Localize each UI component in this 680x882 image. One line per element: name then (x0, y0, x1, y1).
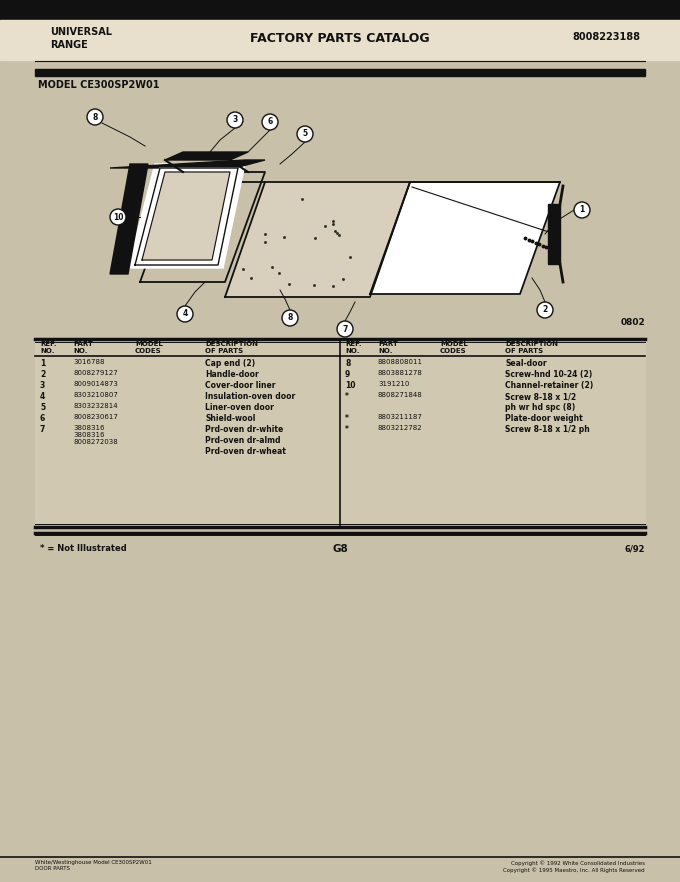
Text: 8: 8 (345, 359, 350, 368)
Text: Shield-wool: Shield-wool (205, 414, 256, 423)
Text: 4: 4 (182, 310, 188, 318)
Polygon shape (110, 160, 265, 168)
Text: Cap end (2): Cap end (2) (205, 359, 255, 368)
Circle shape (537, 302, 553, 318)
Text: 9: 9 (345, 370, 350, 379)
Text: DESCRIPTION
OF PARTS: DESCRIPTION OF PARTS (205, 341, 258, 354)
Text: 8803212782: 8803212782 (378, 425, 423, 431)
Text: UNIVERSAL
RANGE: UNIVERSAL RANGE (50, 27, 112, 50)
Text: 7: 7 (40, 425, 46, 434)
Text: White/Westinghouse Model CE300SP2W01
DOOR PARTS: White/Westinghouse Model CE300SP2W01 DOO… (35, 860, 152, 871)
Text: 8803881278: 8803881278 (378, 370, 423, 376)
Text: 10: 10 (345, 381, 356, 390)
Circle shape (227, 112, 243, 128)
Polygon shape (140, 172, 265, 282)
Text: Plate-door weight: Plate-door weight (505, 414, 583, 423)
Text: * = Not Illustrated: * = Not Illustrated (40, 544, 126, 553)
Text: 3: 3 (40, 381, 46, 390)
Text: MODEL
CODES: MODEL CODES (135, 341, 163, 354)
Text: 8: 8 (92, 113, 98, 122)
Text: Copyright © 1992 White Consolidated Industries
Copyright © 1995 Maestro, Inc. Al: Copyright © 1992 White Consolidated Indu… (503, 860, 645, 872)
Text: Prd-oven dr-white
Prd-oven dr-almd
Prd-oven dr-wheat: Prd-oven dr-white Prd-oven dr-almd Prd-o… (205, 425, 286, 455)
Text: 5: 5 (303, 130, 307, 138)
Text: Insulation-oven door: Insulation-oven door (205, 392, 295, 401)
Circle shape (87, 109, 103, 125)
Text: 6/92: 6/92 (624, 544, 645, 553)
Text: 1: 1 (40, 359, 46, 368)
Text: 8008230617: 8008230617 (73, 414, 118, 420)
Polygon shape (370, 182, 560, 294)
Text: *: * (345, 414, 349, 423)
Text: 6: 6 (40, 414, 46, 423)
Text: 3: 3 (233, 116, 237, 124)
Text: *: * (345, 392, 349, 401)
Circle shape (110, 209, 126, 225)
Text: MODEL CE300SP2W01: MODEL CE300SP2W01 (38, 80, 160, 90)
Text: 3191210: 3191210 (378, 381, 409, 387)
Text: DESCRIPTION
OF PARTS: DESCRIPTION OF PARTS (505, 341, 558, 354)
Text: Screw 8-18 x 1/2 ph: Screw 8-18 x 1/2 ph (505, 425, 590, 434)
Text: 8303232814: 8303232814 (73, 403, 118, 409)
Text: Screw-hnd 10-24 (2): Screw-hnd 10-24 (2) (505, 370, 592, 379)
Text: 1: 1 (579, 206, 585, 214)
Circle shape (297, 126, 313, 142)
Text: 8808271848: 8808271848 (378, 392, 423, 398)
Text: Cover-door liner: Cover-door liner (205, 381, 275, 390)
Text: Channel-retainer (2): Channel-retainer (2) (505, 381, 593, 390)
Polygon shape (128, 164, 245, 268)
Text: G8: G8 (332, 544, 348, 554)
Bar (35, 339, 645, 527)
Text: 8008279127: 8008279127 (73, 370, 118, 376)
Text: Handle-door: Handle-door (205, 370, 259, 379)
Text: 3016788: 3016788 (73, 359, 105, 365)
Circle shape (177, 306, 193, 322)
Circle shape (282, 310, 298, 326)
Polygon shape (142, 172, 230, 260)
Polygon shape (225, 182, 410, 297)
Text: 8008223188: 8008223188 (572, 32, 640, 42)
Text: 7: 7 (342, 325, 347, 333)
Text: 6: 6 (267, 117, 273, 126)
Text: PART
NO.: PART NO. (73, 341, 93, 354)
Text: 2: 2 (543, 305, 547, 315)
Text: 3808316
3808316
8008272038: 3808316 3808316 8008272038 (73, 425, 118, 445)
Text: 5: 5 (40, 403, 45, 412)
Circle shape (262, 114, 278, 130)
Text: 4: 4 (40, 392, 46, 401)
Bar (0, 20, 680, 60)
Bar (548, 204, 560, 264)
Text: 10: 10 (113, 213, 123, 221)
Bar (35, 69, 645, 76)
Circle shape (574, 202, 590, 218)
Circle shape (337, 321, 353, 337)
Text: *: * (345, 425, 349, 434)
Text: 8: 8 (288, 313, 292, 323)
Text: 8009014873: 8009014873 (73, 381, 118, 387)
Text: MODEL
CODES: MODEL CODES (440, 341, 468, 354)
Text: 8303210807: 8303210807 (73, 392, 118, 398)
Text: REF.
NO.: REF. NO. (40, 341, 56, 354)
Text: REF.
NO.: REF. NO. (345, 341, 362, 354)
Text: 2: 2 (40, 370, 46, 379)
Text: FACTORY PARTS CATALOG: FACTORY PARTS CATALOG (250, 32, 430, 45)
Text: Liner-oven door: Liner-oven door (205, 403, 274, 412)
Text: 8803211187: 8803211187 (378, 414, 423, 420)
Bar (0, 0, 680, 20)
Polygon shape (135, 168, 238, 265)
Text: Screw 8-18 x 1/2
ph wr hd spc (8): Screw 8-18 x 1/2 ph wr hd spc (8) (505, 392, 576, 412)
Polygon shape (110, 164, 148, 274)
Text: Seal-door: Seal-door (505, 359, 547, 368)
Text: 8808808011: 8808808011 (378, 359, 423, 365)
Text: PART
NO.: PART NO. (378, 341, 398, 354)
Polygon shape (165, 152, 248, 160)
Text: 0802: 0802 (620, 318, 645, 327)
